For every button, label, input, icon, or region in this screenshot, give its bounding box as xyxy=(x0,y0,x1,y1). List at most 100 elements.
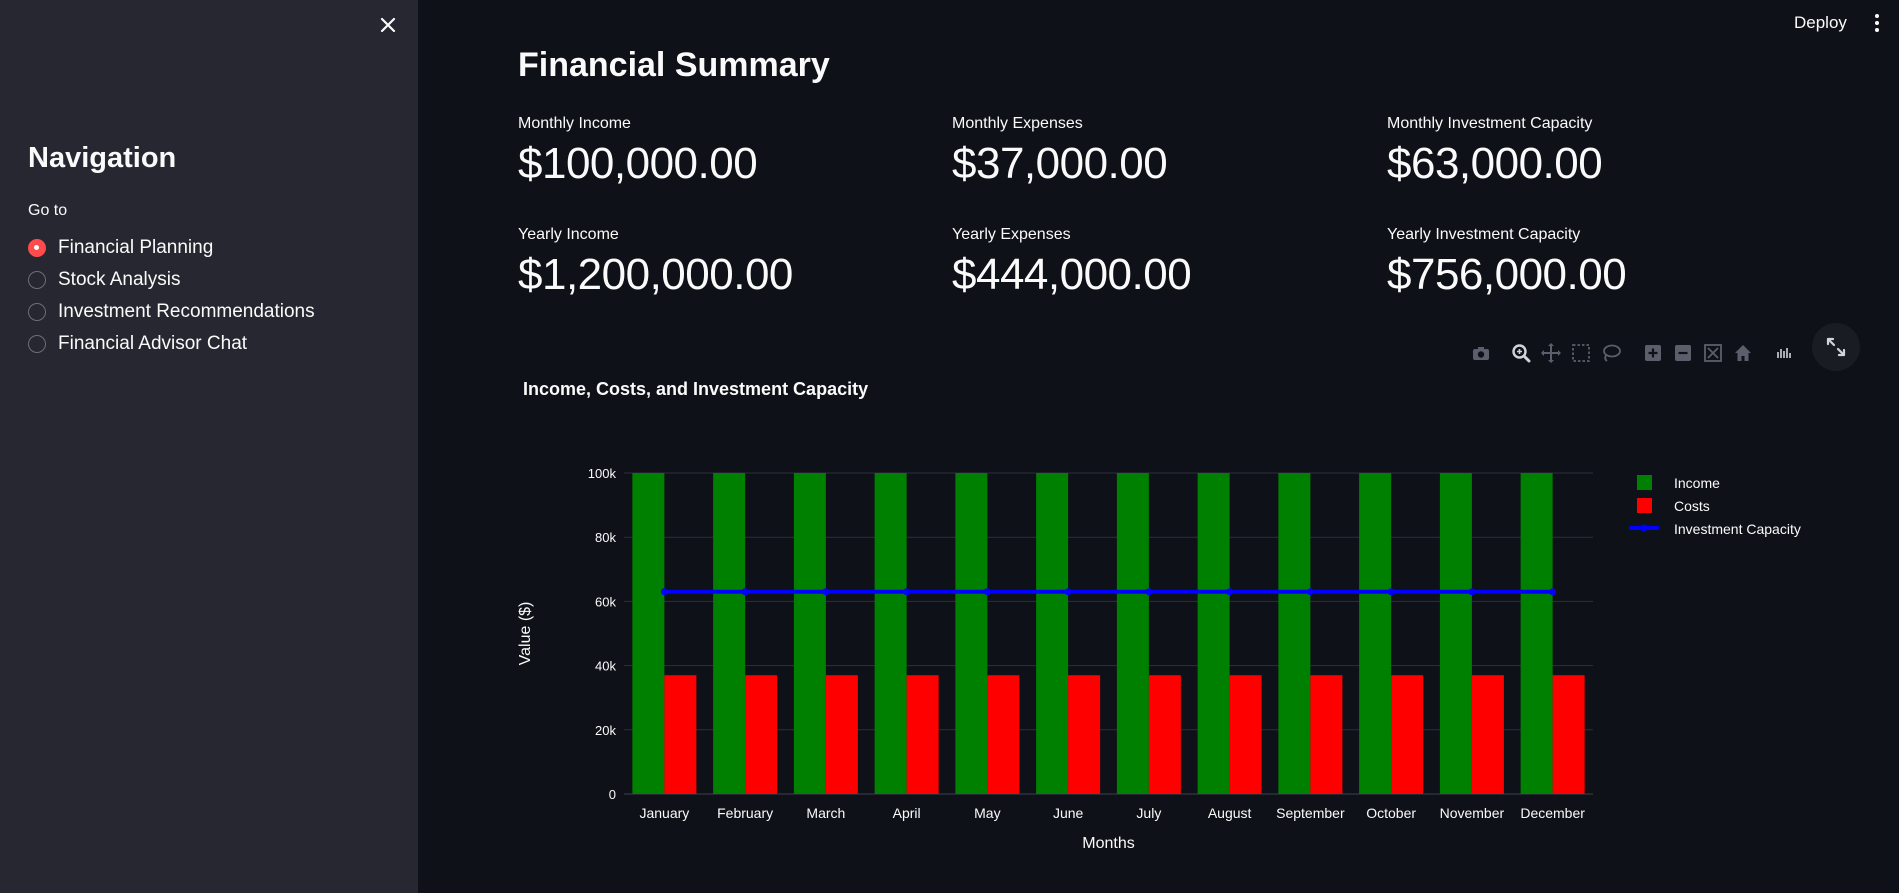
sidebar: Navigation Go to Financial Planning Stoc… xyxy=(0,0,418,893)
y-tick-label: 80k xyxy=(595,530,616,545)
investment-point xyxy=(1064,588,1072,596)
costs-bar xyxy=(1471,675,1504,794)
metric-value: $63,000.00 xyxy=(1387,139,1603,188)
radio-stock-analysis[interactable]: Stock Analysis xyxy=(28,266,181,294)
income-bar xyxy=(874,473,907,794)
metric-label: Yearly Expenses xyxy=(952,226,1071,243)
y-tick-label: 20k xyxy=(595,723,616,738)
metric-label: Monthly Income xyxy=(518,115,631,132)
legend-label: Costs xyxy=(1674,498,1710,514)
metric-value: $444,000.00 xyxy=(952,250,1192,299)
legend-point-swatch xyxy=(1640,524,1648,532)
metric-value: $1,200,000.00 xyxy=(518,250,793,299)
costs-bar xyxy=(1552,675,1585,794)
costs-bar xyxy=(1310,675,1343,794)
x-tick-label: April xyxy=(893,805,921,821)
close-sidebar-icon[interactable] xyxy=(376,13,400,37)
income-bar xyxy=(955,473,988,794)
costs-bar xyxy=(1229,675,1262,794)
radio-selected-icon[interactable] xyxy=(28,239,46,257)
income-bar xyxy=(713,473,746,794)
radio-unselected-icon[interactable] xyxy=(28,303,46,321)
box-select-icon[interactable] xyxy=(1570,342,1592,364)
metric-monthly-investment-capacity: Monthly Investment Capacity $63,000.00 xyxy=(1387,115,1787,189)
legend-label: Investment Capacity xyxy=(1674,521,1801,537)
investment-point xyxy=(1387,588,1395,596)
metric-value: $756,000.00 xyxy=(1387,250,1627,299)
costs-bar xyxy=(906,675,939,794)
x-axis-title: Months xyxy=(1082,835,1134,852)
lasso-select-icon[interactable] xyxy=(1600,342,1622,364)
metric-monthly-expenses: Monthly Expenses $37,000.00 xyxy=(952,115,1352,189)
y-tick-label: 0 xyxy=(609,787,616,802)
y-tick-label: 60k xyxy=(595,594,616,609)
zoom-out-icon[interactable] xyxy=(1672,342,1694,364)
radio-financial-advisor-chat[interactable]: Financial Advisor Chat xyxy=(28,330,247,358)
x-tick-label: August xyxy=(1208,805,1252,821)
radio-unselected-icon[interactable] xyxy=(28,335,46,353)
home-icon[interactable] xyxy=(1732,342,1754,364)
metric-yearly-expenses: Yearly Expenses $444,000.00 xyxy=(952,226,1352,300)
income-bar xyxy=(632,473,665,794)
investment-point xyxy=(1468,588,1476,596)
costs-bar xyxy=(745,675,778,794)
radio-group-label: Go to xyxy=(28,202,68,219)
y-axis-title: Value ($) xyxy=(517,602,534,666)
income-bar xyxy=(1036,473,1069,794)
camera-icon[interactable] xyxy=(1470,342,1492,364)
income-bar xyxy=(1197,473,1230,794)
income-bar xyxy=(793,473,826,794)
investment-point xyxy=(660,588,668,596)
income-bar xyxy=(1116,473,1149,794)
x-tick-label: February xyxy=(717,805,773,821)
x-tick-label: December xyxy=(1520,805,1585,821)
fullscreen-button[interactable] xyxy=(1812,323,1860,371)
radio-label: Stock Analysis xyxy=(58,269,181,290)
y-tick-label: 40k xyxy=(595,659,616,674)
autoscale-icon[interactable] xyxy=(1702,342,1724,364)
investment-point xyxy=(1145,588,1153,596)
plotly-logo-icon[interactable] xyxy=(1772,342,1794,364)
radio-unselected-icon[interactable] xyxy=(28,271,46,289)
investment-point xyxy=(1226,588,1234,596)
metric-label: Yearly Income xyxy=(518,226,619,243)
x-tick-label: January xyxy=(639,805,689,821)
legend-label: Income xyxy=(1674,475,1720,491)
metric-value: $37,000.00 xyxy=(952,139,1168,188)
costs-bar xyxy=(1148,675,1181,794)
investment-point xyxy=(983,588,991,596)
metric-label: Monthly Investment Capacity xyxy=(1387,115,1593,132)
radio-label: Financial Planning xyxy=(58,237,214,258)
investment-point xyxy=(903,588,911,596)
x-tick-label: September xyxy=(1276,805,1345,821)
zoom-in-icon[interactable] xyxy=(1642,342,1664,364)
income-bar xyxy=(1278,473,1311,794)
chart: Income, Costs, and Investment Capacity 0 2… xyxy=(517,379,1801,852)
x-tick-label: March xyxy=(806,805,845,821)
main-menu-icon[interactable] xyxy=(1871,12,1883,36)
pan-icon[interactable] xyxy=(1540,342,1562,364)
page-title: Financial Summary xyxy=(518,46,830,84)
costs-bar xyxy=(987,675,1020,794)
x-tick-label: June xyxy=(1053,805,1084,821)
radio-label: Investment Recommendations xyxy=(58,301,315,322)
investment-point xyxy=(822,588,830,596)
investment-point xyxy=(1306,588,1314,596)
y-tick-label: 100k xyxy=(588,466,617,481)
x-tick-label: July xyxy=(1136,805,1161,821)
zoom-icon[interactable] xyxy=(1510,342,1532,364)
metric-value: $100,000.00 xyxy=(518,139,758,188)
expand-icon xyxy=(1826,337,1846,357)
costs-bar xyxy=(825,675,858,794)
investment-point xyxy=(1549,588,1557,596)
x-tick-label: November xyxy=(1440,805,1505,821)
metric-label: Yearly Investment Capacity xyxy=(1387,226,1581,243)
metric-label: Monthly Expenses xyxy=(952,115,1083,132)
deploy-button[interactable]: Deploy xyxy=(1794,13,1847,32)
radio-investment-recommendations[interactable]: Investment Recommendations xyxy=(28,298,315,326)
chart-title: Income, Costs, and Investment Capacity xyxy=(523,379,868,399)
x-tick-label: October xyxy=(1366,805,1416,821)
sidebar-title: Navigation xyxy=(28,142,177,174)
income-bar xyxy=(1359,473,1392,794)
radio-financial-planning[interactable]: Financial Planning xyxy=(28,234,213,262)
